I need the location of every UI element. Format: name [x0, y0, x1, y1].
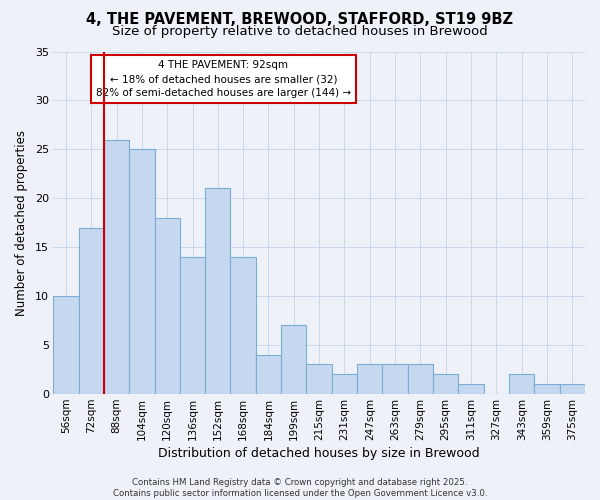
Bar: [560, 384, 585, 394]
Bar: [458, 384, 484, 394]
Bar: [230, 257, 256, 394]
Bar: [104, 140, 129, 394]
Text: Contains HM Land Registry data © Crown copyright and database right 2025.
Contai: Contains HM Land Registry data © Crown c…: [113, 478, 487, 498]
Bar: [509, 374, 535, 394]
Bar: [535, 384, 560, 394]
Bar: [180, 257, 205, 394]
Bar: [408, 364, 433, 394]
Bar: [332, 374, 357, 394]
Bar: [433, 374, 458, 394]
X-axis label: Distribution of detached houses by size in Brewood: Distribution of detached houses by size …: [158, 447, 480, 460]
Bar: [129, 150, 155, 394]
Text: Size of property relative to detached houses in Brewood: Size of property relative to detached ho…: [112, 25, 488, 38]
Bar: [79, 228, 104, 394]
Y-axis label: Number of detached properties: Number of detached properties: [15, 130, 28, 316]
Bar: [256, 354, 281, 394]
Bar: [357, 364, 382, 394]
Bar: [382, 364, 408, 394]
Text: 4 THE PAVEMENT: 92sqm
← 18% of detached houses are smaller (32)
82% of semi-deta: 4 THE PAVEMENT: 92sqm ← 18% of detached …: [96, 60, 351, 98]
Bar: [155, 218, 180, 394]
Bar: [307, 364, 332, 394]
Bar: [53, 296, 79, 394]
Bar: [205, 188, 230, 394]
Text: 4, THE PAVEMENT, BREWOOD, STAFFORD, ST19 9BZ: 4, THE PAVEMENT, BREWOOD, STAFFORD, ST19…: [86, 12, 514, 28]
Bar: [281, 326, 307, 394]
